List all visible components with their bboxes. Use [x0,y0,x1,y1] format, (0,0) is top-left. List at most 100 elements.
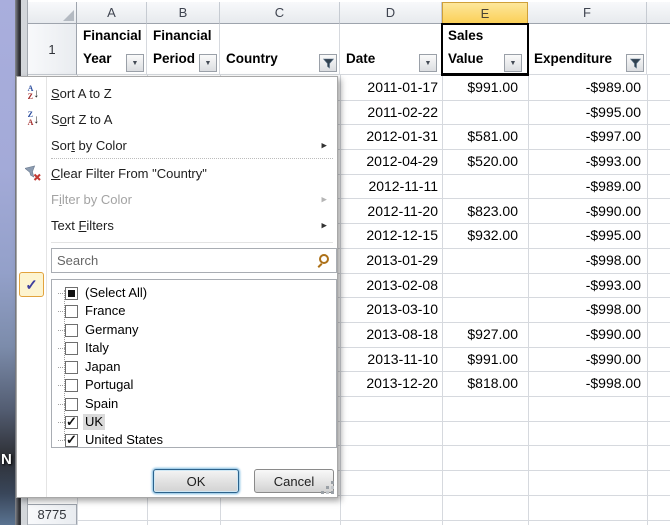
search-input[interactable] [52,249,307,272]
cell-date[interactable]: 2013-12-20 [366,375,438,391]
checkbox[interactable] [65,414,78,430]
cell-date[interactable]: 2013-11-10 [367,351,438,367]
cell-sales[interactable]: $818.00 [467,375,518,391]
checkbox[interactable] [65,341,78,355]
row-header-1[interactable]: 1 [28,24,77,75]
dropdown-arrow-icon: ▼ [204,59,212,67]
cell-sales[interactable]: $520.00 [467,153,518,169]
cell-expenditure[interactable]: -$998.00 [585,252,641,268]
column-header-f[interactable]: F [528,2,647,24]
cell-expenditure[interactable]: -$990.00 [585,326,641,342]
cell-sales[interactable] [442,100,518,125]
checkbox[interactable] [65,378,78,392]
tree-connector [58,403,65,405]
cell-date[interactable]: 2012-11-20 [367,203,438,219]
cell-expenditure[interactable]: -$993.00 [585,277,641,293]
resize-grip[interactable] [321,481,335,495]
grid-line-horizontal [77,124,670,125]
dropdown-arrow-icon: ▼ [509,59,517,67]
cell-sales[interactable]: $932.00 [467,227,518,243]
column-header-c[interactable]: C [220,2,340,24]
cell-expenditure[interactable]: -$998.00 [585,301,641,317]
filter-option-spain[interactable]: Spain [58,395,120,413]
table-row: 2012-11-11 -$989.00 [340,174,647,199]
checkbox[interactable] [65,304,78,318]
filter-option-france[interactable]: France [58,302,127,320]
cell-date[interactable]: 2013-08-18 [366,326,438,342]
cell-date[interactable]: 2011-02-22 [367,104,438,120]
select-all-corner[interactable] [28,2,77,24]
header-cell-financial-year[interactable]: Financial Year [77,24,147,75]
cell-expenditure[interactable]: -$998.00 [585,375,641,391]
cell-expenditure[interactable]: -$990.00 [585,351,641,367]
grid-line-horizontal [77,421,670,422]
cell-expenditure[interactable]: -$993.00 [585,153,641,169]
menu-item-clear-filter[interactable]: Clear Filter From "Country" [18,160,336,186]
cell-expenditure[interactable]: -$989.00 [585,178,641,194]
checkbox[interactable] [65,397,78,411]
checkbox[interactable] [65,432,78,447]
cell-sales[interactable] [442,297,518,322]
cell-expenditure[interactable]: -$990.00 [585,203,641,219]
tree-connector-line [64,290,65,440]
filter-option-portugal[interactable]: Portugal [58,376,135,394]
cell-sales[interactable]: $927.00 [467,326,518,342]
cell-date[interactable]: 2012-04-29 [366,153,438,169]
grid-line-vertical [528,75,529,525]
menu-item-text-filters[interactable]: Text Filters [18,212,336,238]
autofilter-dropdown-date[interactable]: ▼ [419,54,437,72]
autofilter-dropdown-year[interactable]: ▼ [126,54,144,72]
column-header-a[interactable]: A [77,2,147,24]
header-cell-financial-period[interactable]: Financial Period [147,24,220,75]
header-line: Value [448,51,484,66]
search-icon[interactable] [319,254,329,264]
cell-sales[interactable]: $581.00 [467,128,518,144]
cell-expenditure[interactable]: -$989.00 [585,79,641,95]
cell-expenditure[interactable]: -$995.00 [585,104,641,120]
cell-date[interactable]: 2012-11-11 [368,178,438,194]
row-header-8775[interactable]: 8775 [28,504,77,525]
column-header-g-partial[interactable] [647,2,670,24]
filter-option-germany[interactable]: Germany [58,321,140,339]
filter-option-uk[interactable]: UK [58,413,106,431]
menu-item-sort-by-color[interactable]: Sort by Color [18,132,336,158]
cancel-button[interactable]: Cancel [254,469,334,493]
autofilter-dropdown-expenditure-filtered[interactable] [626,54,644,72]
checkbox[interactable] [65,360,78,374]
cell-sales[interactable]: $991.00 [467,79,518,95]
checkbox[interactable] [65,323,78,337]
column-header-e-selected[interactable]: E [442,2,528,24]
cell-date[interactable]: 2011-01-17 [367,79,438,95]
filter-option-united-states[interactable]: United States [58,431,165,447]
cell-sales[interactable]: $823.00 [467,203,518,219]
grid-line-horizontal [77,273,670,274]
filter-option-italy[interactable]: Italy [58,339,111,357]
menu-item-sort-a-to-z[interactable]: A Z ↓ Sort A to Z [18,80,336,106]
cell-date[interactable]: 2013-03-10 [366,301,438,317]
cell-date[interactable]: 2013-02-08 [366,277,438,293]
cell-date[interactable]: 2012-01-31 [366,128,438,144]
cell-expenditure[interactable]: -$995.00 [585,227,641,243]
menu-item-sort-z-to-a[interactable]: Z A ↓ Sort Z to A [18,106,336,132]
header-line: Period [153,51,196,66]
cell-sales[interactable] [442,174,518,199]
ok-button[interactable]: OK [153,469,239,493]
cell-sales[interactable]: $991.00 [467,351,518,367]
filter-option-japan[interactable]: Japan [58,358,122,376]
autofilter-dropdown-country-filtered[interactable] [319,54,337,72]
autofilter-dropdown-period[interactable]: ▼ [199,54,217,72]
column-header-d[interactable]: D [340,2,442,24]
cell-sales[interactable] [442,273,518,298]
filter-option-select-all[interactable]: (Select All) [58,284,149,302]
cell-date[interactable]: 2013-01-29 [366,252,438,268]
header-cell-expenditure[interactable]: Expenditure [528,24,647,75]
autofilter-dropdown-sales[interactable]: ▼ [504,54,522,72]
cell-date[interactable]: 2012-12-15 [366,227,438,243]
header-line: Country [226,51,278,66]
checkbox[interactable] [65,286,78,300]
cell-sales[interactable] [442,248,518,273]
column-header-b[interactable]: B [147,2,220,24]
cell-expenditure[interactable]: -$997.00 [585,128,641,144]
grid-line-horizontal [77,297,670,298]
